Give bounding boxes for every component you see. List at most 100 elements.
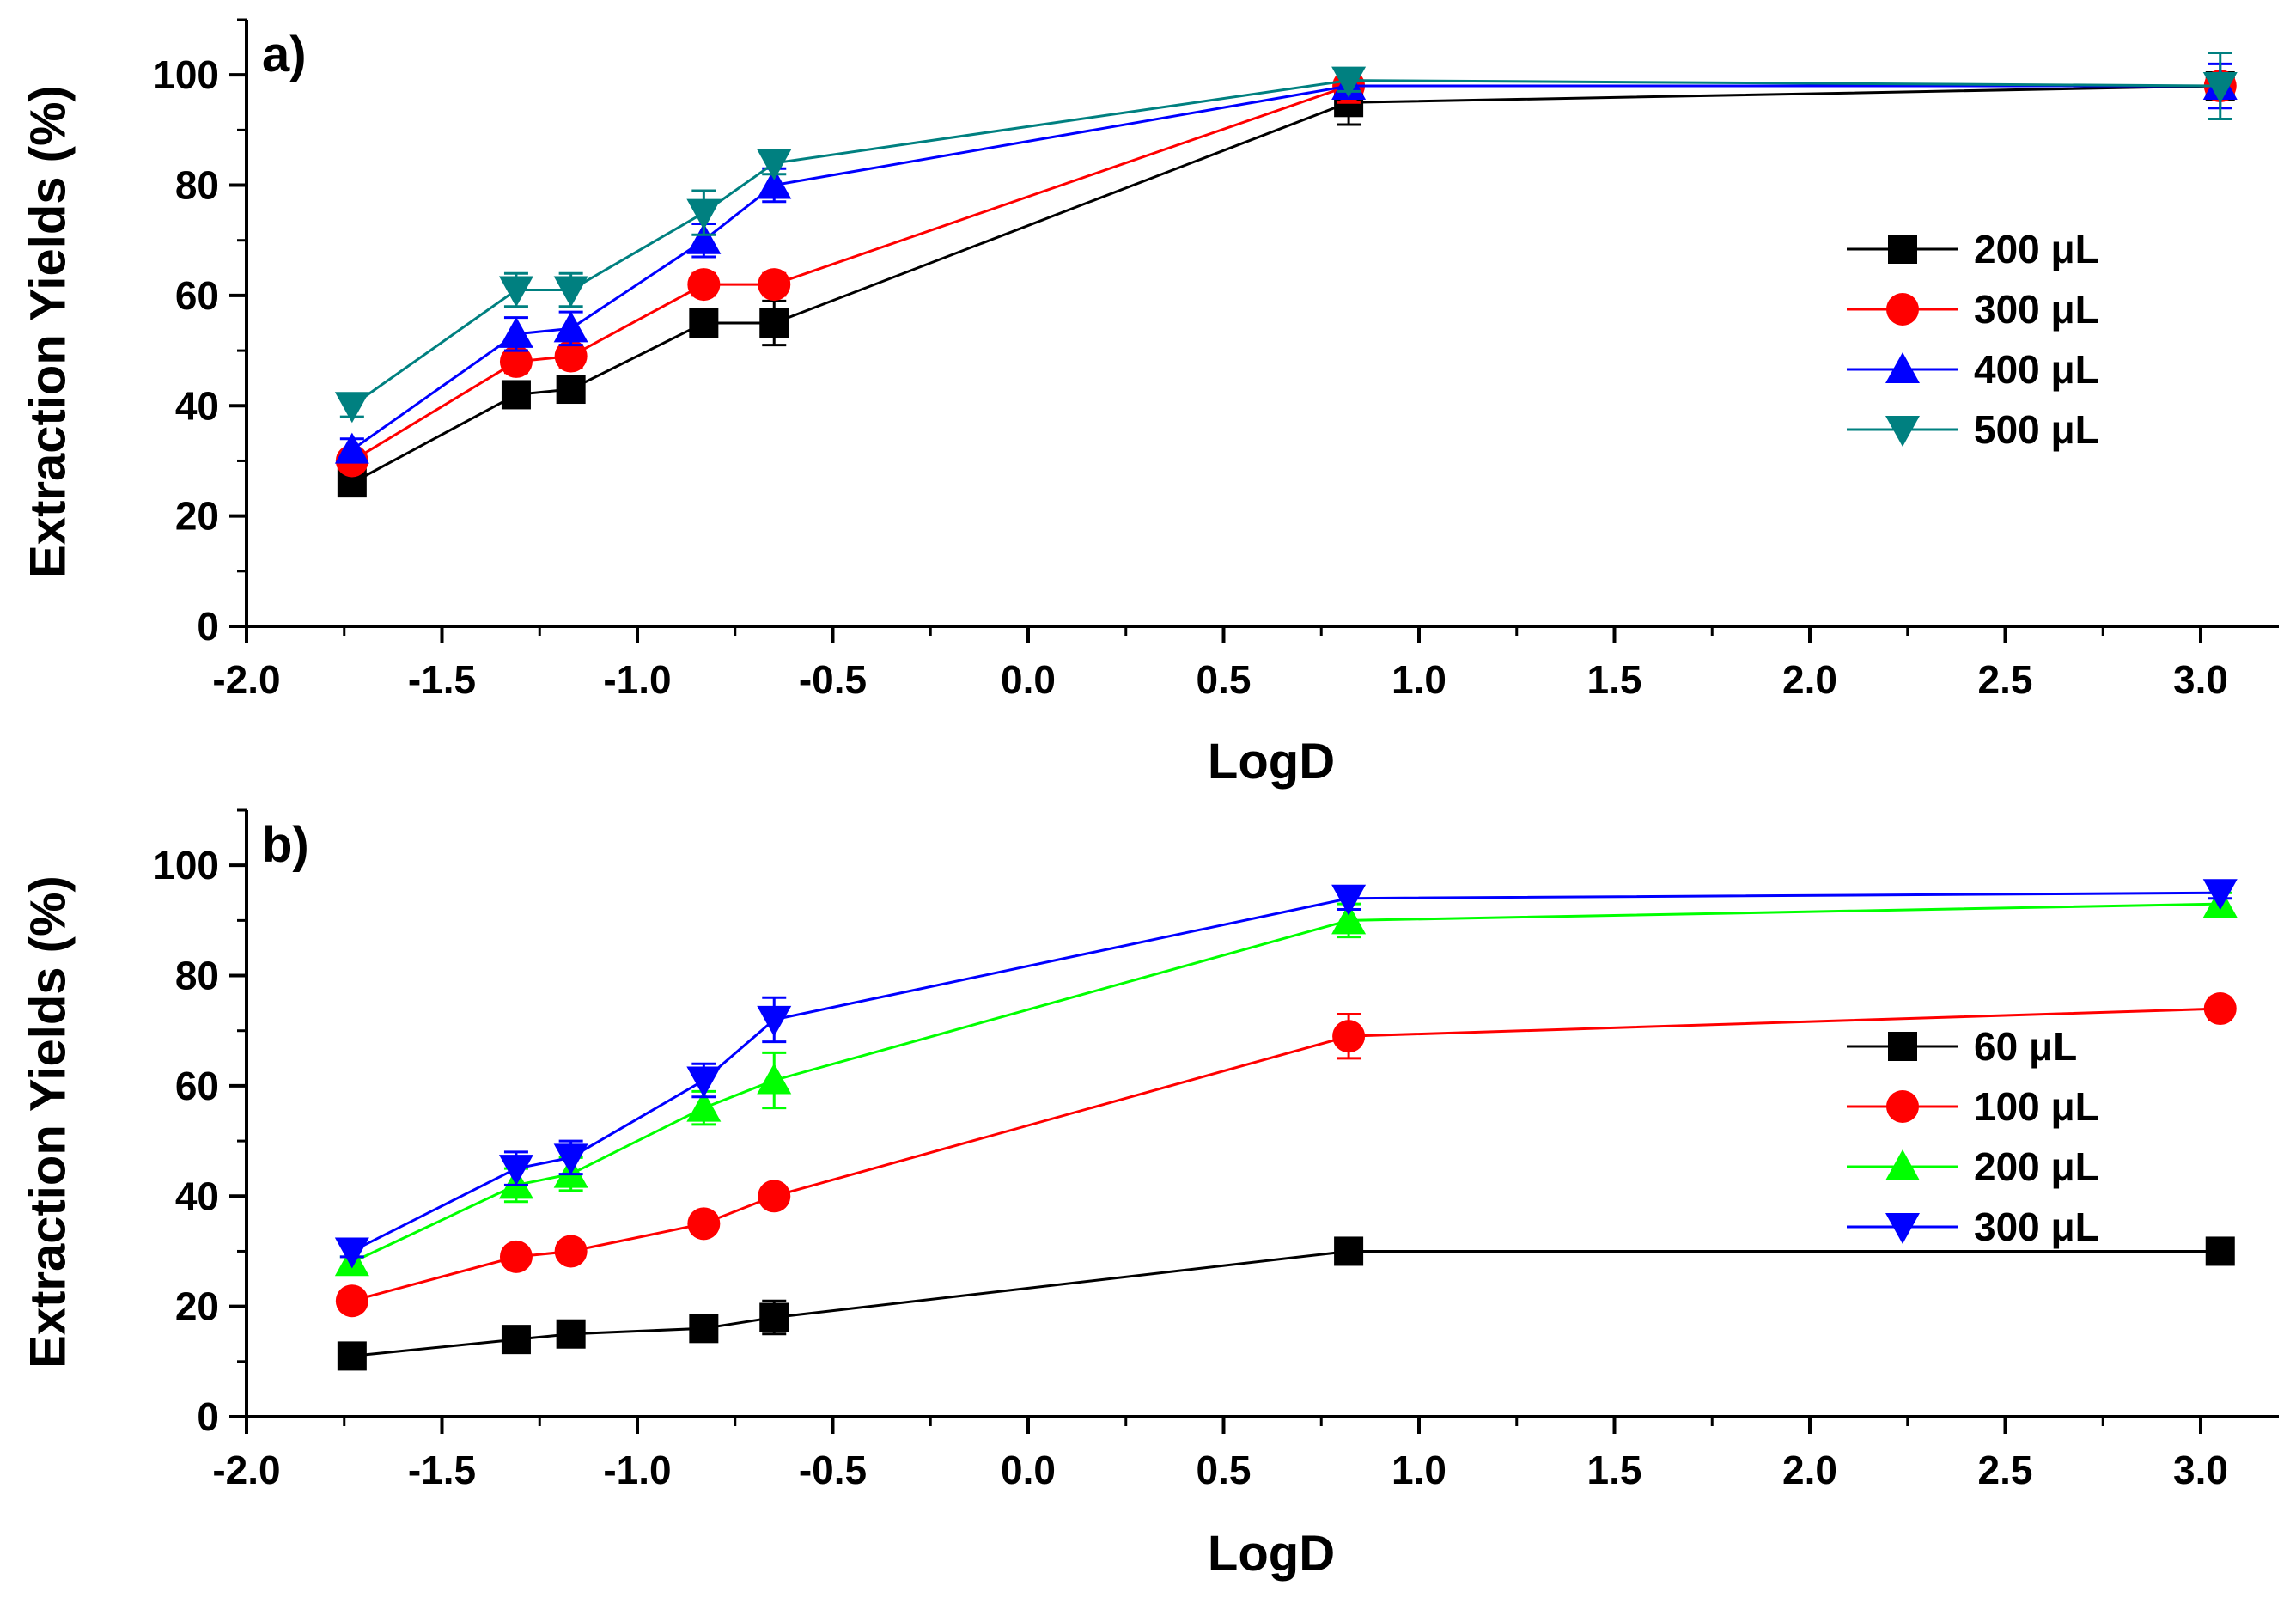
series-500-l <box>334 52 2238 424</box>
data-point <box>554 339 588 373</box>
data-point <box>689 1314 719 1344</box>
x-tick-label: -2.0 <box>212 657 280 702</box>
legend-marker <box>1888 235 1917 264</box>
data-point <box>553 276 588 308</box>
data-point <box>758 268 791 302</box>
data-point <box>553 311 588 343</box>
legend-item: 300 μL <box>1847 1204 2099 1249</box>
data-point <box>334 1237 369 1269</box>
data-point <box>2202 879 2238 911</box>
y-tick-label: 20 <box>175 1284 219 1329</box>
series-300-l <box>334 879 2238 1269</box>
series-line <box>351 891 2220 1253</box>
series-line <box>351 902 2220 1264</box>
legend-marker <box>1885 416 1920 447</box>
series-line <box>350 79 2220 407</box>
x-tick-label: 2.5 <box>1978 1448 2033 1492</box>
legend-marker <box>1886 293 1919 326</box>
y-tick-label: 20 <box>175 494 219 539</box>
x-tick-label: 1.0 <box>1392 1448 1446 1492</box>
y-tick-label: 0 <box>197 1394 219 1439</box>
data-point <box>337 1341 367 1371</box>
x-tick-label: 2.0 <box>1782 1448 1837 1492</box>
panel-label: b) <box>262 817 309 873</box>
legend-marker <box>1885 1149 1920 1180</box>
legend-marker <box>1885 352 1920 383</box>
y-tick-label: 60 <box>175 1064 219 1108</box>
legend-item: 60 μL <box>1847 1024 2077 1069</box>
data-point <box>757 149 792 180</box>
data-point <box>686 223 722 254</box>
series-200-l <box>334 887 2238 1277</box>
legend-label: 200 μL <box>1974 1144 2099 1189</box>
data-point <box>554 1235 588 1268</box>
data-point <box>758 1180 791 1213</box>
legend-label: 200 μL <box>1974 227 2099 271</box>
x-tick-label: 3.0 <box>2173 1448 2228 1492</box>
x-tick-label: 1.5 <box>1587 1448 1642 1492</box>
y-tick-label: 40 <box>175 383 219 428</box>
x-tick-label: -1.0 <box>603 657 671 702</box>
legend: 200 μL 300 μL 400 μL 500 μL <box>1847 227 2099 452</box>
data-point <box>686 1066 722 1098</box>
data-point <box>757 1063 792 1095</box>
legend-label: 400 μL <box>1974 347 2099 392</box>
series-400-l <box>334 62 2238 464</box>
x-tick-label: 0.5 <box>1197 657 1252 702</box>
data-point <box>335 1284 368 1318</box>
legend-item: 200 μL <box>1847 1144 2099 1189</box>
legend-marker <box>1885 1213 1920 1244</box>
x-tick-label: -0.5 <box>799 657 867 702</box>
y-tick-label: 60 <box>175 273 219 318</box>
data-point <box>556 375 586 405</box>
data-point <box>556 1319 586 1349</box>
data-point <box>759 1302 789 1332</box>
x-tick-label: -2.0 <box>212 1448 280 1492</box>
x-tick-label: 3.0 <box>2173 657 2228 702</box>
x-axis-title: LogD <box>1208 1526 1335 1582</box>
y-tick-label: 100 <box>153 52 219 97</box>
data-point <box>1332 1020 1366 1053</box>
data-point <box>499 1240 533 1273</box>
data-point <box>689 308 719 338</box>
legend: 60 μL 100 μL 200 μL 300 μL <box>1847 1024 2099 1249</box>
series-line <box>351 84 2220 462</box>
y-tick-label: 40 <box>175 1174 219 1218</box>
data-point <box>498 316 533 348</box>
series-200-l <box>337 71 2235 498</box>
legend-label: 100 μL <box>1974 1084 2099 1129</box>
x-tick-label: -1.5 <box>408 657 476 702</box>
legend-item: 200 μL <box>1847 227 2099 271</box>
data-point <box>2202 72 2238 104</box>
data-point <box>759 308 789 338</box>
data-point <box>499 345 533 378</box>
x-tick-label: 2.5 <box>1978 657 2033 702</box>
legend-marker <box>1888 1032 1917 1061</box>
y-tick-label: 80 <box>175 163 219 208</box>
y-axis-title: Extraction Yields (%) <box>20 875 76 1369</box>
x-tick-label: -0.5 <box>799 1448 867 1492</box>
data-point <box>757 168 792 199</box>
x-axis-title: LogD <box>1208 734 1335 790</box>
data-point <box>334 392 369 424</box>
legend-label: 300 μL <box>1974 287 2099 332</box>
series-line <box>351 1249 2220 1357</box>
data-point <box>687 268 721 302</box>
data-point <box>1334 1236 1364 1266</box>
x-tick-label: 1.5 <box>1587 657 1642 702</box>
data-point <box>498 276 533 308</box>
x-tick-label: 0.5 <box>1197 1448 1252 1492</box>
legend-item: 300 μL <box>1847 287 2099 332</box>
series-line <box>350 84 2220 451</box>
y-tick-label: 100 <box>153 843 219 887</box>
data-point <box>501 380 531 410</box>
series-line <box>351 84 2220 485</box>
legend-label: 500 μL <box>1974 407 2099 452</box>
series-300-l <box>335 68 2237 478</box>
data-point <box>1331 884 1367 916</box>
x-tick-label: 0.0 <box>1001 657 1056 702</box>
series-60-l <box>337 1236 2235 1371</box>
data-point <box>2203 992 2237 1026</box>
legend-item: 100 μL <box>1847 1084 2099 1129</box>
